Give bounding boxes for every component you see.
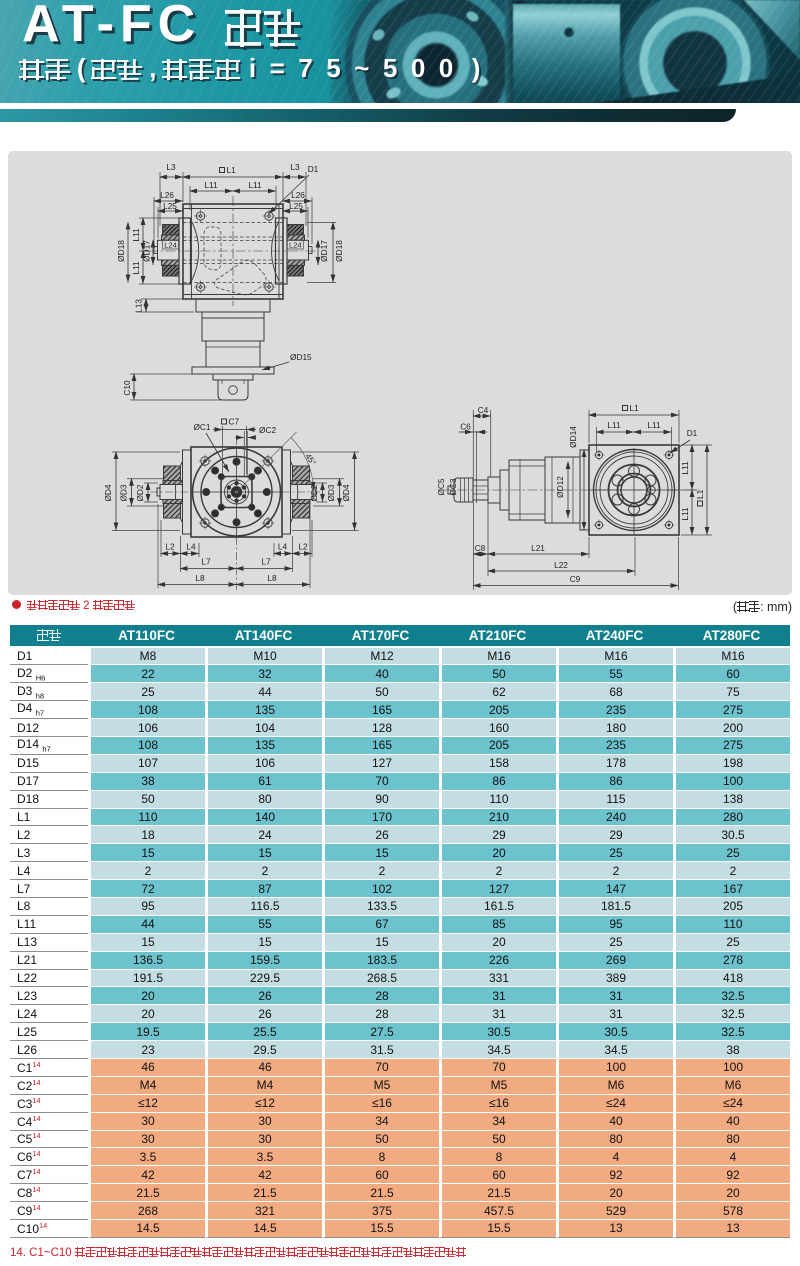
svg-text:L4: L4: [186, 542, 196, 552]
svg-text:L11: L11: [131, 261, 141, 275]
svg-text:L1: L1: [227, 165, 237, 175]
svg-text:L8: L8: [195, 573, 205, 583]
svg-text:ØC1: ØC1: [193, 422, 210, 432]
svg-text:C9: C9: [570, 574, 581, 584]
svg-text:C4: C4: [478, 405, 489, 415]
svg-text:ØD3: ØD3: [326, 484, 336, 501]
svg-text:L11: L11: [680, 461, 690, 475]
svg-text:L11: L11: [204, 180, 218, 190]
svg-text:L11: L11: [248, 180, 262, 190]
svg-text:C6: C6: [460, 422, 471, 432]
svg-text:C10: C10: [122, 380, 132, 396]
svg-text:ØD14: ØD14: [568, 426, 578, 448]
svg-text:ØD18: ØD18: [116, 240, 126, 262]
svg-text:L22: L22: [554, 560, 568, 570]
svg-text:ØD2: ØD2: [309, 484, 319, 501]
svg-text:D1: D1: [308, 164, 319, 174]
svg-text:ØD12: ØD12: [555, 476, 565, 498]
svg-text:L26: L26: [160, 190, 174, 200]
svg-text:L2: L2: [165, 542, 175, 552]
svg-text:C7: C7: [229, 417, 240, 427]
svg-text:L1: L1: [695, 489, 705, 499]
svg-text:ØC2: ØC2: [259, 425, 276, 435]
svg-text:L24: L24: [164, 241, 177, 250]
svg-text:C8: C8: [475, 543, 486, 553]
svg-text:L11: L11: [680, 507, 690, 521]
svg-text:L25: L25: [289, 201, 303, 211]
svg-text:ØD4: ØD4: [341, 484, 351, 501]
svg-text:L24: L24: [289, 241, 302, 250]
svg-text:L13: L13: [134, 299, 144, 313]
svg-text:L3: L3: [166, 162, 176, 172]
svg-text:ØC3: ØC3: [448, 478, 458, 495]
svg-text:ØD15: ØD15: [290, 352, 312, 362]
svg-text:L7: L7: [201, 557, 211, 567]
svg-text:ØD17: ØD17: [142, 240, 152, 262]
svg-text:L11: L11: [647, 420, 661, 430]
svg-text:ØD18: ØD18: [334, 240, 344, 262]
svg-text:45°: 45°: [303, 452, 317, 467]
svg-text:ØD17: ØD17: [319, 240, 329, 262]
svg-text:ØC5: ØC5: [436, 478, 446, 495]
svg-text:L8: L8: [267, 573, 277, 583]
svg-text:L2: L2: [298, 542, 308, 552]
svg-text:L7: L7: [261, 557, 271, 567]
svg-text:L11: L11: [607, 420, 621, 430]
svg-text:D1: D1: [687, 428, 698, 438]
svg-text:ØD3: ØD3: [119, 484, 129, 501]
svg-text:L25: L25: [163, 201, 177, 211]
svg-text:L21: L21: [531, 543, 545, 553]
svg-text:L3: L3: [290, 162, 300, 172]
svg-text:L1: L1: [630, 403, 640, 413]
svg-text:L11: L11: [131, 228, 141, 242]
svg-text:L26: L26: [291, 190, 305, 200]
svg-text:ØD2: ØD2: [135, 484, 145, 501]
svg-text:ØD4: ØD4: [103, 484, 113, 501]
svg-text:L4: L4: [278, 542, 288, 552]
